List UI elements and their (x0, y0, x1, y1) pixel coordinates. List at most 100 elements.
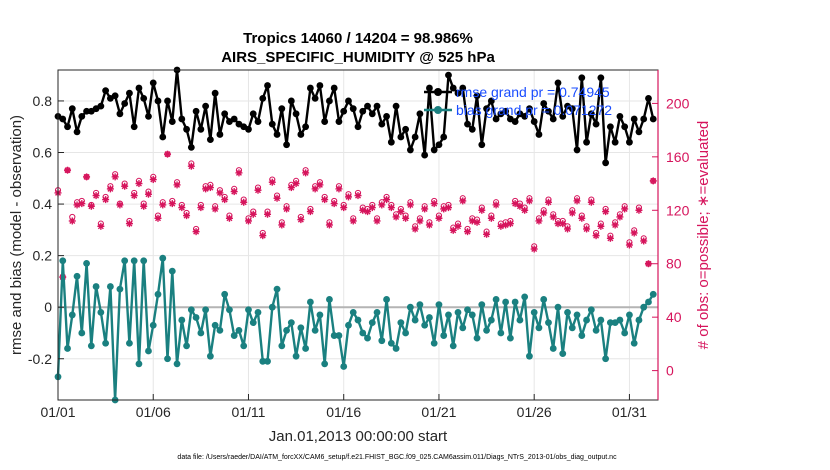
rmse-point (545, 107, 552, 115)
obs-evaluated-point (102, 196, 110, 204)
obs-evaluated-point (444, 204, 452, 212)
rmse-point (473, 92, 481, 100)
bias-point (92, 283, 100, 290)
rmse-point (526, 105, 533, 113)
rmse-point (349, 105, 357, 113)
bias-point (159, 254, 167, 262)
obs-evaluated-stroke (240, 199, 247, 206)
obs-evaluated-stroke (516, 203, 523, 210)
obs-evaluated-point (368, 204, 376, 212)
bias-point (464, 306, 471, 314)
obs-evaluated-point (144, 190, 152, 198)
obs-evaluated-stroke (483, 231, 490, 238)
y-tick-label-right: 0 (666, 363, 674, 379)
bias-point (478, 301, 486, 309)
obs-evaluated-point (106, 185, 114, 193)
obs-evaluated-point (478, 206, 486, 214)
bias-point (97, 308, 105, 316)
obs-evaluated-stroke (383, 196, 390, 203)
obs-evaluated-stroke (255, 187, 261, 194)
bias-point (349, 308, 357, 316)
obs-evaluated-point (259, 232, 267, 240)
obs-evaluated-stroke (116, 201, 123, 208)
rmse-point (264, 82, 271, 89)
rmse-point (630, 115, 638, 123)
bias-point (592, 326, 600, 334)
rmse-point (492, 115, 500, 123)
x-tick-label: 01/31 (612, 404, 647, 420)
obs-evaluated-point (630, 229, 638, 237)
rmse-point (511, 118, 519, 125)
bias-point (264, 357, 271, 365)
y-tick-label-right: 80 (666, 256, 682, 272)
bias-point (230, 332, 238, 339)
rmse-point (283, 141, 290, 149)
obs-evaluated-point (249, 210, 257, 218)
obs-evaluated-stroke (550, 213, 557, 220)
obs-evaluated-stroke (312, 185, 319, 192)
obs-evaluated-stroke (464, 228, 471, 235)
rmse-point (326, 97, 333, 105)
obs-evaluated-stroke (107, 185, 114, 192)
bias-point (87, 342, 95, 350)
bias-point (68, 311, 76, 319)
bias-point (206, 352, 214, 360)
obs-evaluated-point (73, 201, 81, 209)
obs-evaluated-stroke (621, 205, 628, 212)
rmse-point (397, 133, 405, 141)
obs-evaluated-point (340, 204, 348, 212)
obs-evaluated-stroke (597, 223, 604, 230)
obs-evaluated-stroke (355, 192, 361, 199)
obs-evaluated-point (240, 198, 248, 206)
bias-point (373, 308, 381, 316)
obs-evaluated-point (68, 217, 76, 225)
bias-point (649, 290, 657, 298)
obs-evaluated-point (211, 205, 219, 213)
obs-evaluated-stroke (164, 151, 171, 158)
bias-point (421, 321, 429, 329)
rmse-point (378, 120, 386, 128)
obs-evaluated-stroke (216, 189, 223, 196)
bias-point (354, 316, 362, 324)
obs-evaluated-point (230, 188, 238, 196)
bias-point (549, 345, 557, 352)
obs-evaluated-stroke (350, 217, 357, 224)
bias-point (235, 326, 243, 334)
obs-evaluated-stroke (169, 200, 176, 207)
rmse-point (316, 82, 324, 89)
obs-evaluated-stroke (435, 215, 442, 222)
legend-bias-marker (434, 106, 442, 114)
obs-evaluated-point (449, 226, 457, 234)
bias-point (406, 303, 414, 311)
obs-evaluated-stroke (226, 215, 233, 222)
obs-evaluated-stroke (69, 217, 76, 224)
obs-evaluated-stroke (340, 204, 347, 211)
rmse-point (121, 100, 129, 107)
x-tick-label: 01/06 (136, 404, 171, 420)
rmse-point (59, 115, 67, 123)
data-file-footnote: data file: /Users/raeder/DAI/ATM_forcXX/… (177, 454, 617, 461)
rmse-point (340, 107, 348, 115)
obs-evaluated-stroke (335, 185, 342, 192)
rmse-point (426, 84, 433, 92)
obs-evaluated-stroke (416, 217, 423, 224)
bias-point (416, 301, 424, 309)
rmse-point (535, 131, 543, 138)
obs-evaluated-stroke (178, 204, 185, 211)
rmse-point (68, 105, 76, 113)
rmse-point (330, 84, 338, 92)
obs-evaluated-point (583, 225, 591, 233)
obs-evaluated-point (487, 214, 495, 222)
bias-point (311, 326, 319, 334)
obs-evaluated-stroke (369, 204, 376, 211)
bias-point (554, 303, 562, 311)
obs-evaluated-point (506, 220, 514, 228)
x-tick-label: 01/11 (231, 404, 265, 420)
bias-point (526, 352, 533, 360)
bias-point (583, 316, 590, 324)
bias-point (321, 360, 329, 368)
rmse-point (259, 94, 267, 102)
obs-evaluated-stroke (374, 217, 381, 224)
obs-evaluated-stroke (602, 208, 609, 215)
